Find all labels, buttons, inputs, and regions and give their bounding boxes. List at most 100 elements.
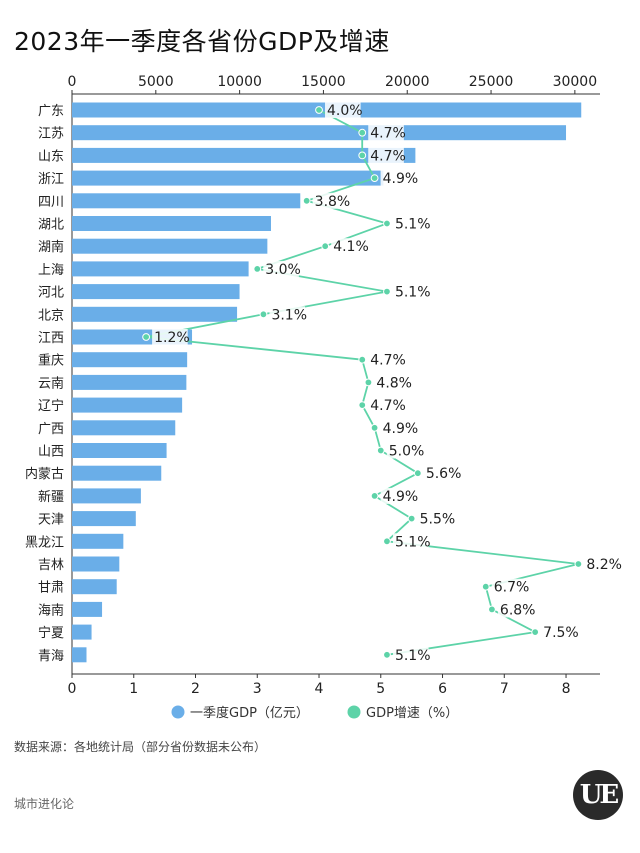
growth-point [370,174,379,183]
province-label: 宁夏 [38,625,64,641]
growth-point [488,605,496,614]
growth-label-bg [392,215,429,232]
growth-label-bg [380,170,417,187]
gdp-bar [72,284,240,300]
growth-point [407,514,416,523]
province-label: 山东 [38,149,64,164]
gdp-bar [72,193,301,209]
bottom-axis-tick-label: 8 [562,681,571,697]
growth-label-bg [380,487,417,504]
top-axis-tick-label: 15000 [301,74,346,90]
gdp-bar [72,216,271,231]
growth-label-bg [269,306,306,323]
growth-label: 7.5% [543,625,579,641]
growth-point [358,128,367,137]
growth-label: 4.7% [370,148,406,164]
gdp-bar [72,488,141,504]
gdp-bar [72,352,188,368]
province-label: 内蒙古 [25,466,64,482]
gdp-bar [72,624,92,640]
bottom-axis-tick-label: 1 [129,681,138,697]
chart-canvas: 0 5000 10000 15000 20000 25000 30000 0 1 2 3 4 5 6 7 8… [25,74,622,721]
gdp-bar [72,465,162,481]
growth-line [145,109,580,656]
province-label: 海南 [38,602,64,618]
growth-label: 4.9% [383,421,419,437]
growth-label: 3.1% [271,307,307,323]
growth-label-bg [584,556,620,572]
province-label: 北京 [38,308,64,323]
growth-point [383,219,391,228]
brand-name: 城市进化论 [14,797,75,811]
growth-label: 6.8% [500,602,536,618]
province-label: 广西 [38,422,64,437]
growth-label-bg [331,238,367,255]
province-labels: 广东江苏山东浙江四川湖北湖南上海河北北京江西重庆云南辽宁广西山西内蒙古新疆天津黑… [25,104,64,664]
province-label: 湖北 [38,218,64,233]
growth-label: 5.1% [395,534,431,550]
top-axis-tick-label: 0 [68,74,77,90]
bottom-axis-tick-label: 4 [315,681,324,697]
gdp-bar [72,579,117,595]
growth-point [383,287,391,296]
growth-label-bg [263,260,299,277]
growth-point [370,423,379,432]
growth-label-bg [392,533,429,550]
gdp-bar [72,238,268,254]
growth-point [142,333,151,341]
growth-label: 4.0% [327,103,363,119]
growth-label-bg [392,646,429,663]
bottom-axis-tick-label: 6 [438,681,447,697]
growth-label: 5.1% [395,285,431,301]
growth-point [315,106,323,114]
growth-label: 3.0% [265,262,301,278]
province-label: 黑龙江 [25,535,64,550]
growth-label-bg [423,465,460,482]
growth-label: 4.9% [383,171,419,187]
province-label: 江西 [38,331,64,346]
growth-label-bg [541,624,577,641]
brand-logo: UE [573,770,623,820]
province-label: 河北 [38,286,64,301]
legend-growth-marker [347,705,361,719]
growth-label: 5.5% [420,512,456,528]
gdp-bar [72,443,167,458]
growth-point [364,378,373,387]
top-axis-tick-label: 10000 [217,74,262,90]
growth-point [358,151,367,160]
growth-label-bg [312,192,349,209]
growth-label-bg [491,578,528,595]
growth-label: 5.1% [395,217,431,233]
gdp-bar [72,170,384,186]
growth-label: 4.7% [370,126,406,142]
growth-point [383,537,391,546]
growth-label: 3.8% [315,194,351,210]
growth-label-bg [392,283,429,300]
gdp-bar [72,374,187,390]
province-label: 上海 [38,263,64,278]
chart-title: 2023年一季度各省份GDP及增速 [14,27,390,56]
growth-line-path [145,109,580,656]
top-axis: 0 5000 10000 15000 20000 25000 30000 [68,74,600,95]
gdp-bar [72,647,87,663]
province-label: 四川 [38,195,64,210]
legend: 一季度GDP（亿元） GDP增速（%） [171,705,458,721]
growth-point [370,492,379,500]
growth-point [376,446,385,455]
growth-labels: 4.0% 4.7% 4.7% 4.9% 3.8% 5.1% 4.1% 3.0% 5.1% 3.1%… [152,102,622,664]
province-label: 青海 [38,649,64,664]
growth-point [259,310,268,319]
legend-gdp-marker [171,705,185,719]
growth-label: 4.7% [370,398,406,414]
growth-label-bg [368,397,404,414]
province-label: 浙江 [38,172,64,187]
province-label: 山西 [38,445,64,460]
growth-label-bg [497,601,534,618]
growth-label-bg [152,329,188,345]
growth-point [531,628,540,636]
growth-label: 5.6% [426,466,462,482]
growth-label: 1.2% [154,330,190,346]
growth-point [413,469,422,478]
gdp-bar [72,397,183,413]
growth-label: 8.2% [586,557,622,573]
